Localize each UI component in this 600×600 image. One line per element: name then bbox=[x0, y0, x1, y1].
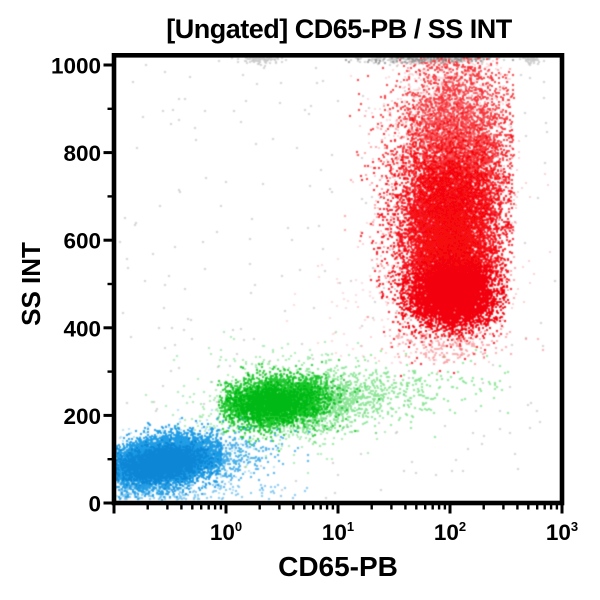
svg-text:CD65-PB: CD65-PB bbox=[278, 551, 398, 582]
svg-text:800: 800 bbox=[63, 141, 101, 166]
svg-text:400: 400 bbox=[63, 316, 101, 341]
svg-text:0: 0 bbox=[88, 492, 101, 517]
svg-text:[Ungated] CD65-PB / SS INT: [Ungated] CD65-PB / SS INT bbox=[166, 14, 513, 44]
svg-text:200: 200 bbox=[63, 404, 101, 429]
svg-text:SS INT: SS INT bbox=[16, 242, 46, 326]
svg-text:1000: 1000 bbox=[51, 54, 101, 79]
svg-text:600: 600 bbox=[63, 229, 101, 254]
